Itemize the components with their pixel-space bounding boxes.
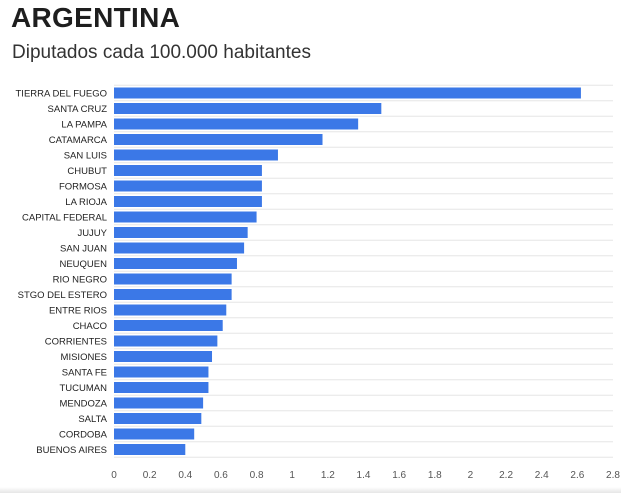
bar xyxy=(114,397,204,409)
x-tick-label: 1.4 xyxy=(357,470,371,481)
x-tick-label: 2.8 xyxy=(606,470,620,481)
page-title: ARGENTINA xyxy=(11,2,181,33)
bar xyxy=(114,134,323,145)
category-label: FORMOSA xyxy=(59,182,108,193)
category-label: SALTA xyxy=(78,414,107,425)
x-tick-label: 2.2 xyxy=(499,470,513,481)
category-label: SAN JUAN xyxy=(60,244,107,255)
x-tick-label: 1.6 xyxy=(392,470,406,481)
category-label: SAN LUIS xyxy=(64,151,107,162)
x-tick-label: 1.2 xyxy=(321,470,335,481)
category-label: ENTRE RIOS xyxy=(49,306,107,317)
bar xyxy=(114,227,248,238)
x-tick-label: 2.6 xyxy=(570,470,584,481)
category-label: NEUQUEN xyxy=(59,259,107,270)
bar xyxy=(114,165,262,176)
category-label: MENDOZA xyxy=(60,399,108,410)
x-tick-label: 1 xyxy=(289,470,295,481)
bar xyxy=(114,87,581,99)
category-label: CHUBUT xyxy=(67,166,107,177)
category-label: RIO NEGRO xyxy=(53,275,107,286)
x-tick-label: 1.8 xyxy=(428,470,442,481)
category-label: SANTA CRUZ xyxy=(48,104,108,115)
bar xyxy=(114,258,237,269)
bar xyxy=(114,320,223,331)
category-label: JUJUY xyxy=(77,228,107,239)
bar xyxy=(114,149,278,161)
bar xyxy=(114,444,186,455)
x-tick-label: 2.4 xyxy=(535,470,549,481)
category-label: BUENOS AIRES xyxy=(36,445,107,456)
bar xyxy=(114,211,257,223)
bar xyxy=(114,413,202,424)
x-tick-label: 0.4 xyxy=(178,470,192,481)
bar xyxy=(114,196,262,207)
bar xyxy=(114,366,209,378)
category-label: LA PAMPA xyxy=(61,120,107,131)
bar xyxy=(114,273,232,285)
category-label: LA RIOJA xyxy=(65,197,107,208)
bar xyxy=(114,118,359,130)
x-tick-label: 0.6 xyxy=(214,470,228,481)
category-label: CORRIENTES xyxy=(45,337,107,348)
bar xyxy=(114,103,382,114)
bar xyxy=(114,428,195,440)
category-label: CATAMARCA xyxy=(49,135,108,146)
category-label: TUCUMAN xyxy=(60,383,108,394)
category-label: CORDOBA xyxy=(59,430,108,441)
x-tick-label: 0.8 xyxy=(250,470,264,481)
bar xyxy=(114,242,245,254)
category-label: CAPITAL FEDERAL xyxy=(22,213,107,224)
card-bottom-shadow xyxy=(0,487,621,493)
x-tick-label: 0 xyxy=(111,470,117,481)
bar xyxy=(114,351,213,362)
category-label: MISIONES xyxy=(61,352,107,363)
bar xyxy=(114,180,262,192)
chart-subtitle: Diputados cada 100.000 habitantes xyxy=(12,42,311,63)
bar xyxy=(114,304,227,316)
x-tick-label: 2 xyxy=(468,470,474,481)
category-label: TIERRA DEL FUEGO xyxy=(16,89,108,100)
bar xyxy=(114,382,209,393)
bar xyxy=(114,335,218,347)
category-label: STGO DEL ESTERO xyxy=(18,290,107,301)
category-label: CHACO xyxy=(73,321,107,332)
bar xyxy=(114,289,232,300)
x-tick-label: 0.2 xyxy=(143,470,157,481)
category-label: SANTA FE xyxy=(62,368,107,379)
